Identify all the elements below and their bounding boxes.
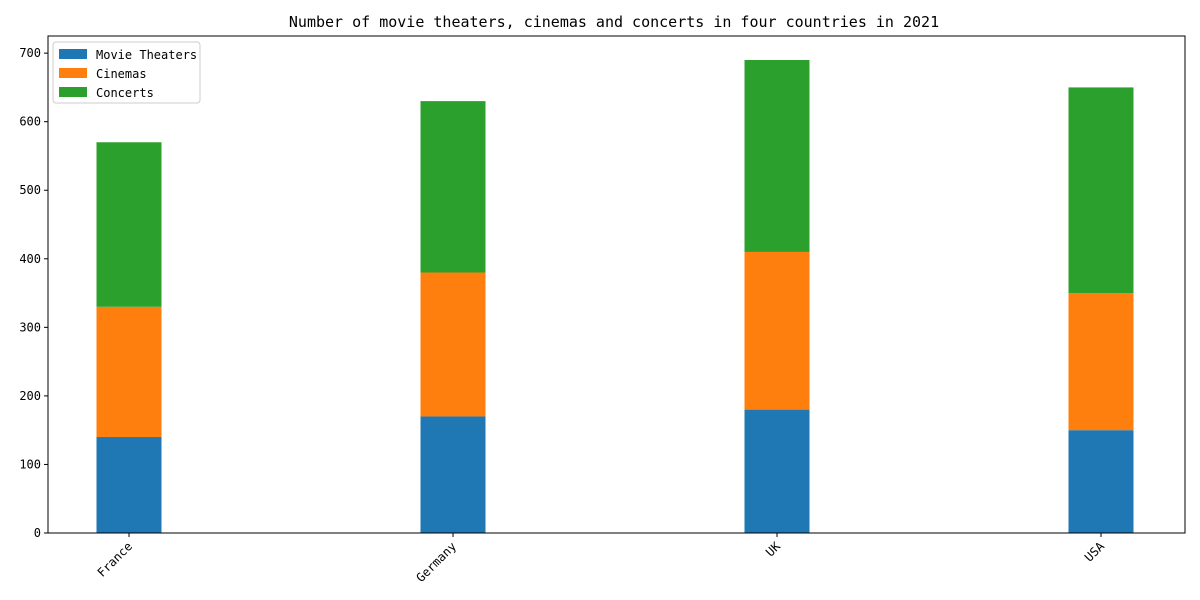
bar-uk-movie-theaters — [744, 409, 810, 533]
bar-france-concerts — [96, 142, 162, 307]
bar-uk-concerts — [744, 59, 810, 252]
bar-uk-cinemas — [744, 251, 810, 410]
y-tick-label: 700 — [19, 46, 41, 60]
x-tick-label: Germany — [413, 539, 459, 585]
plot-area: 0 100 200 300 400 500 600 700 France Germany UK USA… — [19, 35, 1186, 585]
bar-usa-movie-theaters — [1068, 430, 1134, 533]
bar-france-movie-theaters — [96, 437, 162, 533]
y-tick-label: 0 — [34, 526, 41, 540]
x-tick-label: UK — [763, 539, 784, 560]
bar-usa-cinemas — [1068, 293, 1134, 431]
x-tick-label: USA — [1082, 539, 1108, 565]
legend-label: Concerts — [96, 86, 154, 100]
legend-swatch-movie-theaters — [59, 49, 87, 59]
legend-box — [52, 41, 201, 104]
bar-germany-movie-theaters — [420, 416, 486, 533]
chart-title: Number of movie theaters, cinemas and co… — [289, 13, 939, 31]
y-tick-label: 400 — [19, 252, 41, 266]
y-tick-label: 200 — [19, 389, 41, 403]
legend-label: Movie Theaters — [96, 48, 197, 62]
bar-germany-concerts — [420, 101, 486, 273]
y-tick-label: 600 — [19, 115, 41, 129]
y-tick-label: 300 — [19, 320, 41, 334]
y-tick-label: 500 — [19, 183, 41, 197]
bar-germany-cinemas — [420, 272, 486, 417]
axes-frame — [47, 35, 1186, 534]
y-tick-label: 100 — [19, 457, 41, 471]
legend-swatch-cinemas — [59, 68, 87, 78]
legend-swatch-concerts — [59, 87, 87, 97]
x-tick-label: France — [95, 539, 136, 580]
bar-france-cinemas — [96, 306, 162, 438]
bar-usa-concerts — [1068, 87, 1134, 294]
legend-label: Cinemas — [96, 67, 147, 81]
